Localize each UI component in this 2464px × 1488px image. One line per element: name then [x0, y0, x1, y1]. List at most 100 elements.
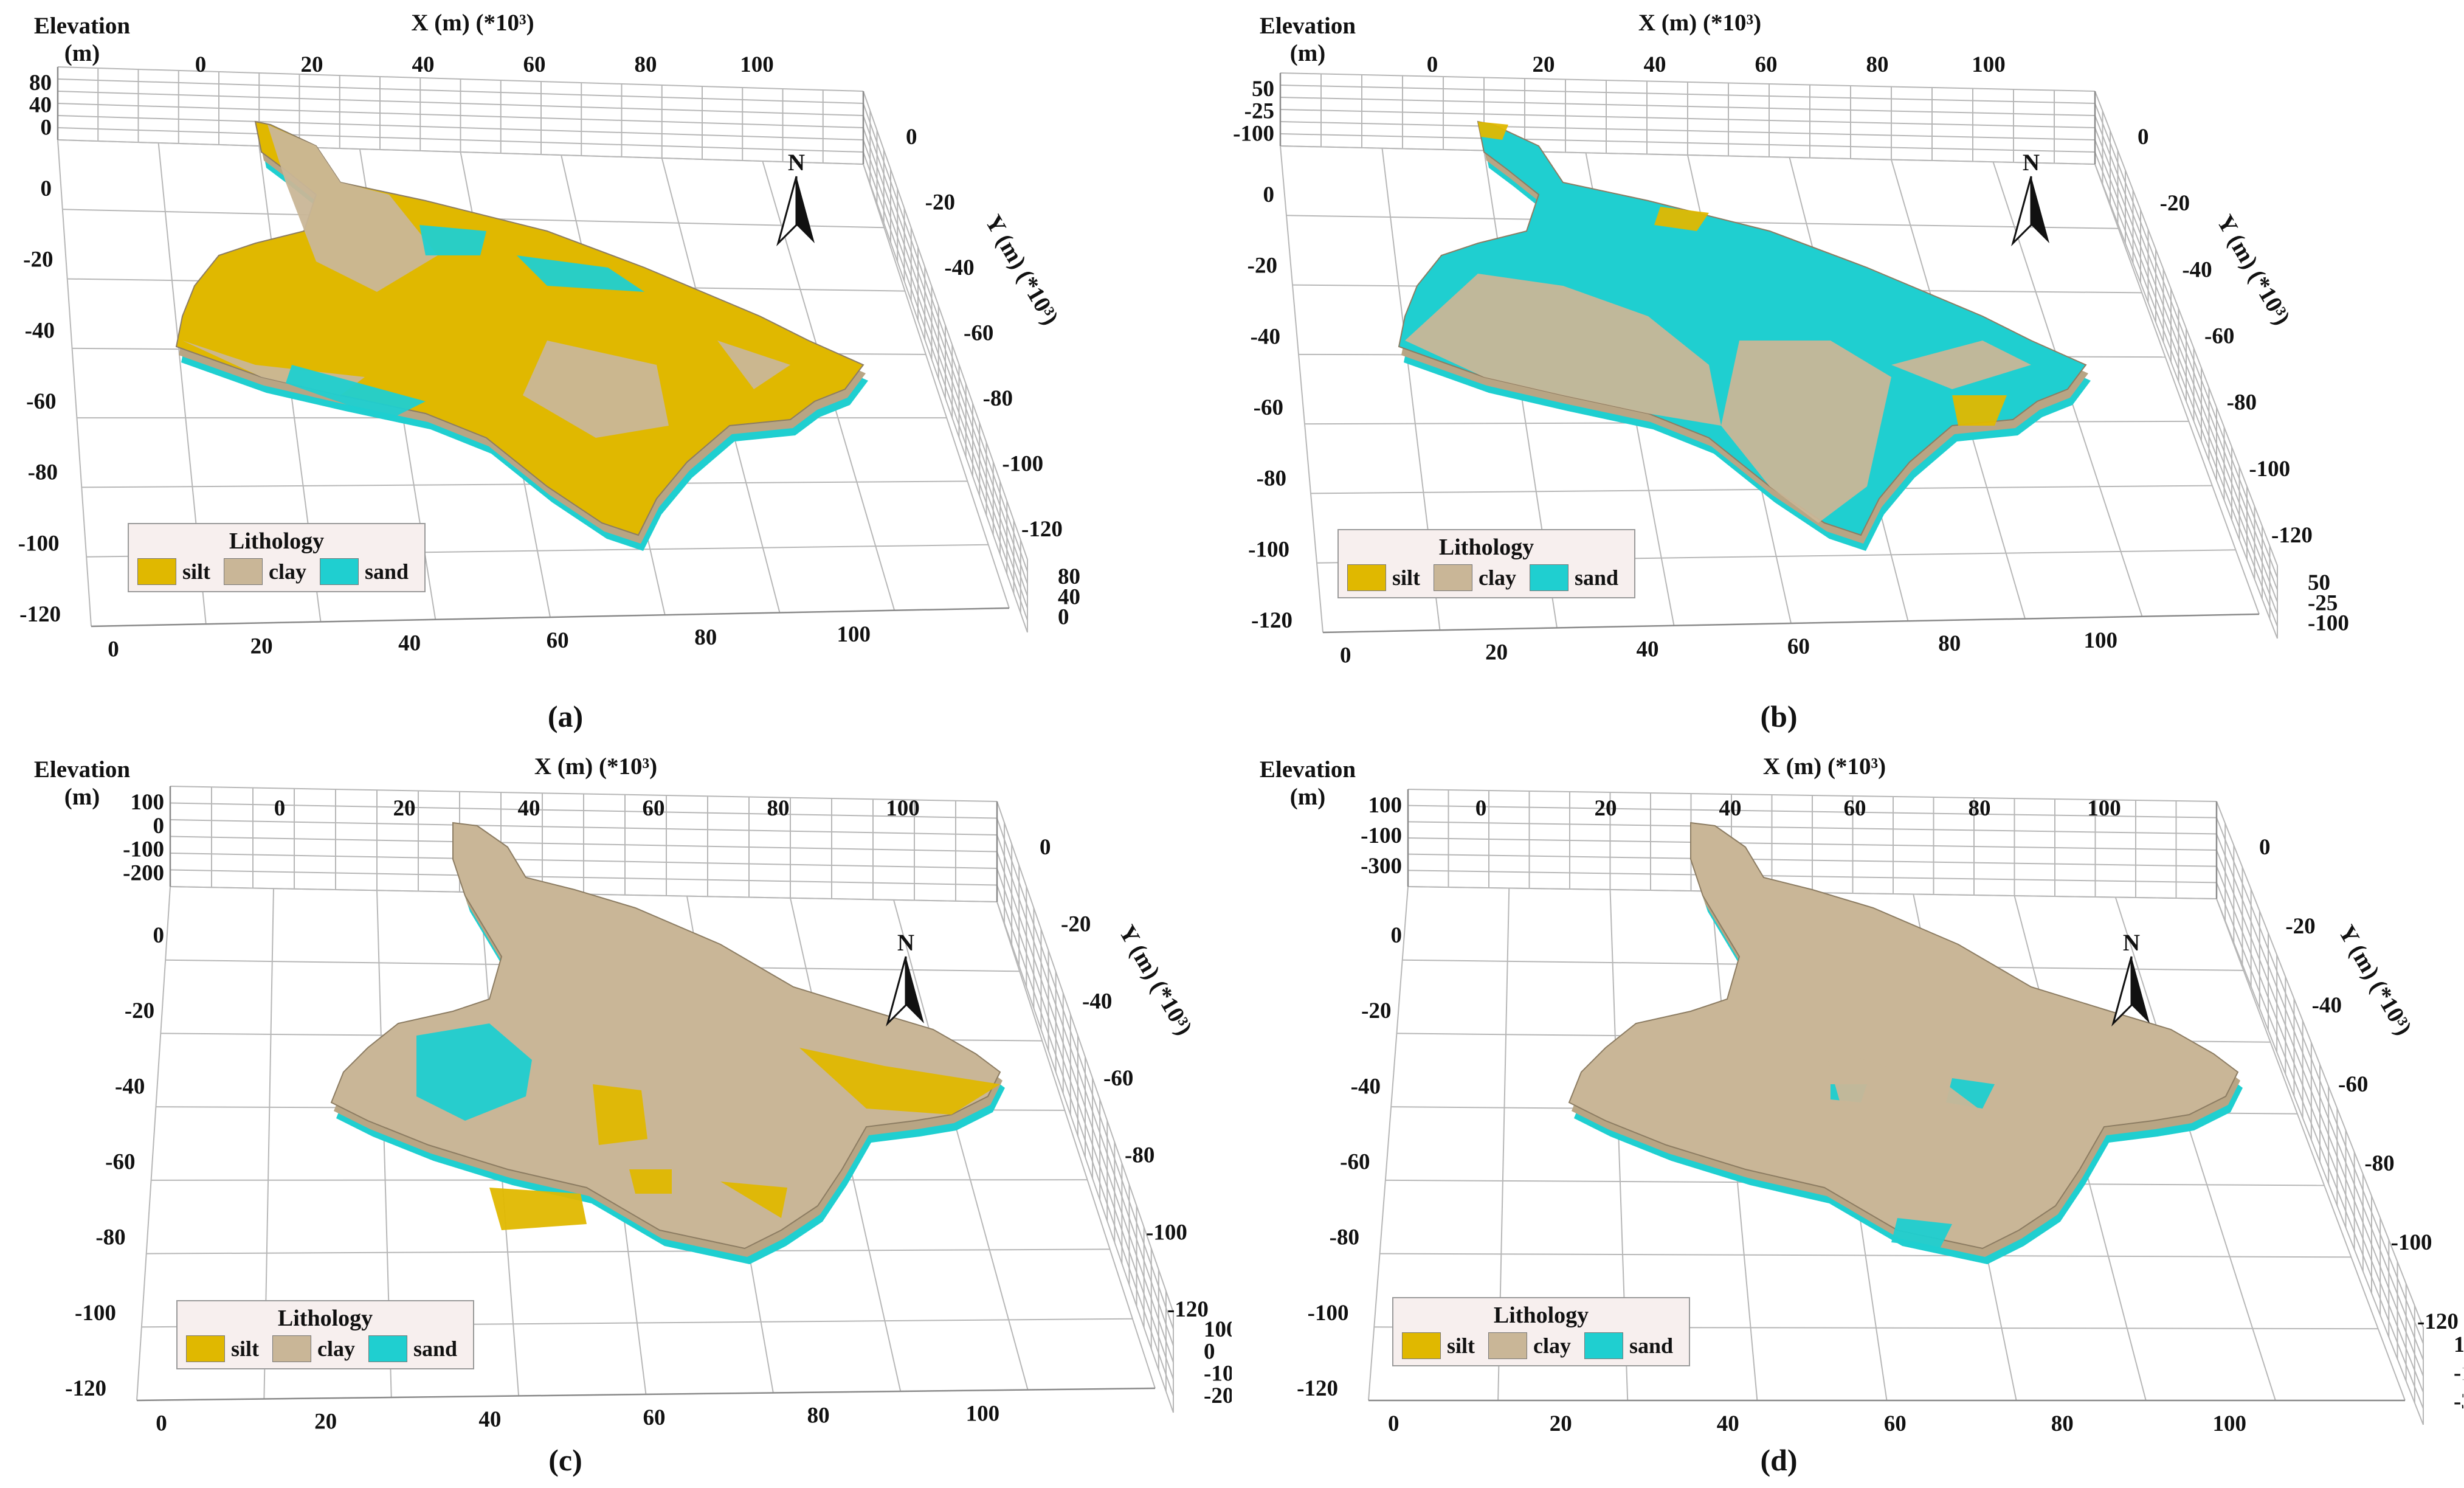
elevation-top-tick-label: -100	[1361, 823, 1402, 848]
elevation-top-tick-label: -100	[123, 837, 164, 862]
panel-label: (b)	[1760, 699, 1797, 733]
north-label: N	[897, 930, 914, 956]
legend-label: silt	[231, 1337, 260, 1361]
north-arrow-icon	[776, 176, 815, 247]
lithology-legend: Lithology silt clay sand	[128, 523, 426, 592]
surface-top	[1398, 120, 2087, 536]
x-bottom-tick-label: 100	[2083, 628, 2117, 653]
lithology-patch	[593, 1084, 647, 1145]
y-right-tick-label: -100	[2391, 1230, 2432, 1255]
elevation-axis-title: Elevation	[34, 13, 130, 39]
legend-items: silt clay sand	[137, 558, 416, 585]
elevation-axis-unit: (m)	[1290, 784, 1325, 810]
legend-label: sand	[1575, 566, 1619, 590]
legend-title: Lithology	[277, 1306, 373, 1331]
legend-label: silt	[1392, 566, 1421, 590]
box-edge	[1322, 613, 2260, 634]
legend-swatch-sand	[320, 558, 359, 585]
legend-swatch-clay	[272, 1335, 312, 1362]
y-right-tick-label: -120	[1021, 517, 1063, 542]
elevation-top-tick-label: 80	[29, 71, 52, 95]
x-top-tick-label: 60	[523, 52, 546, 77]
surface-top	[1568, 822, 2239, 1250]
geologic-surface	[330, 822, 1005, 1264]
elevation-axis-title: Elevation	[34, 756, 130, 783]
panel-b: Elevation (m) X (m) (*10³) Y (m) (*10³) 0 20 4…	[1232, 0, 2463, 744]
x-bottom-tick-label: 20	[314, 1409, 337, 1434]
grid-line-x	[57, 139, 92, 627]
x-bottom-tick-label: 0	[1340, 643, 1351, 668]
elevation-top-tick-label: 0	[41, 115, 52, 140]
legend-label: silt	[182, 559, 211, 584]
legend-title: Lithology	[229, 528, 325, 554]
lithology-patch	[1891, 1218, 1952, 1248]
y-right-tick-label: -40	[2182, 257, 2212, 282]
x-bottom-tick-label: 40	[1637, 637, 1659, 662]
y-right-tick-label: -80	[2227, 390, 2257, 415]
lithology-patch	[523, 341, 669, 438]
x-top-tick-label: 20	[393, 796, 416, 821]
x-top-tick-label: 0	[1427, 52, 1438, 77]
north-label: N	[2123, 930, 2140, 956]
lithology-legend: Lithology silt clay sand	[1392, 1297, 1691, 1366]
y-right-tick-label: -80	[983, 386, 1013, 411]
y-left-tick-label: -120	[65, 1376, 106, 1401]
lithology-patch	[416, 1023, 532, 1121]
elevation-top-tick-label: 100	[1368, 793, 1403, 818]
legend-label: clay	[317, 1337, 355, 1361]
lithology-patch	[1952, 395, 2007, 426]
legend-label: clay	[269, 559, 306, 584]
panel-c: Elevation (m) X (m) (*10³) Y (m) (*10³) 0 20 4…	[0, 744, 1232, 1487]
y-right-tick-label: -100	[1146, 1220, 1187, 1245]
y-left-tick-label: -80	[28, 460, 58, 485]
x-top-tick-label: 60	[1844, 796, 1866, 821]
model-view: Elevation(m) X (m) (*10³) Y (m) (*10³) 0 20 4…	[1233, 10, 2349, 733]
y-left-tick-label: -20	[1248, 254, 1277, 279]
legend-item-silt: silt	[186, 1335, 259, 1362]
elevation-bottom-tick-label: -100	[2308, 611, 2349, 636]
y-right-tick-label: -80	[2364, 1151, 2394, 1176]
lithology-legend: Lithology silt clay sand	[1337, 529, 1636, 598]
y-right-tick-label: -20	[2160, 191, 2190, 216]
lithology-patch	[1891, 341, 2031, 389]
grid-line-x	[2094, 164, 2260, 615]
y-left-tick-label: -100	[1308, 1301, 1349, 1326]
y-right-tick-label: -60	[964, 321, 993, 346]
legend-label: clay	[1479, 566, 1516, 590]
y-left-tick-label: 0	[153, 923, 165, 948]
y-left-tick-label: 0	[1263, 182, 1275, 207]
y-left-tick-label: -120	[1297, 1376, 1338, 1401]
lithology-patch	[419, 225, 486, 255]
elevation-axis-title: Elevation	[1260, 13, 1356, 39]
x-top-tick-label: 40	[518, 796, 540, 821]
legend-swatch-sand	[1530, 564, 1568, 591]
y-axis-title: Y (m) (*10³)	[980, 210, 1064, 329]
y-right-tick-label: -120	[2271, 523, 2313, 548]
north-arrow-icon	[886, 956, 924, 1027]
box-edge	[136, 1387, 1156, 1402]
elevation-axis-unit: (m)	[1290, 40, 1325, 66]
panel-a: Elevation (m) X (m) (*10³) Y (m) (*10³) 0 20 4…	[0, 0, 1232, 744]
grid-line-x	[136, 886, 171, 1401]
y-right-tick-label: -60	[2338, 1072, 2368, 1097]
y-right-tick-label: -60	[1103, 1066, 1133, 1091]
legend-title: Lithology	[1493, 1303, 1589, 1328]
x-bottom-tick-label: 80	[694, 625, 717, 650]
lithology-patch	[489, 1188, 587, 1230]
legend-items: silt clay sand	[1347, 564, 1626, 591]
legend-item-sand: sand	[320, 558, 409, 585]
elevation-top-tick-label: 0	[153, 814, 165, 839]
legend-swatch-sand	[1584, 1332, 1623, 1359]
elevation-bottom-tick-label: -100	[2454, 1361, 2463, 1386]
legend-label: sand	[413, 1337, 458, 1361]
y-left-tick-label: -120	[1251, 608, 1292, 633]
x-axis-title: X (m) (*10³)	[1763, 753, 1886, 780]
elevation-bottom-tick-label: 0	[1204, 1339, 1215, 1364]
y-left-tick-label: -120	[19, 602, 61, 627]
legend-swatch-clay	[1434, 564, 1473, 591]
geologic-surface	[1398, 120, 2091, 551]
elevation-top-tick-label: -25	[1244, 99, 1274, 124]
lithology-patch	[1478, 122, 1508, 140]
legend-item-silt: silt	[1402, 1332, 1475, 1359]
x-bottom-tick-label: 100	[966, 1401, 1000, 1426]
